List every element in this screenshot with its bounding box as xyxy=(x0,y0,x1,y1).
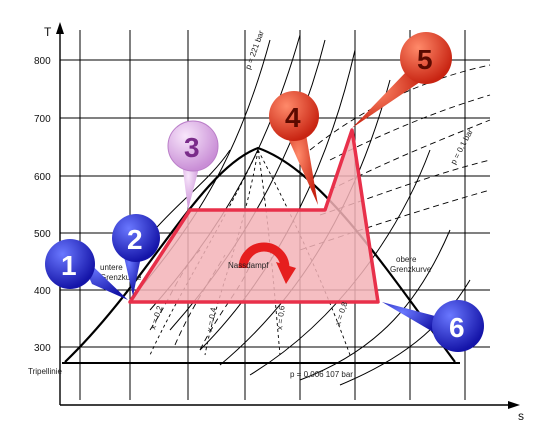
quality-06-label: x = 0,6 xyxy=(275,305,287,331)
upper-limit-label-2: Grenzkurve xyxy=(390,265,432,274)
rankine-cycle-area xyxy=(128,128,380,304)
callout-6: 6 xyxy=(382,300,484,352)
upper-limit-label-1: obere xyxy=(396,255,417,264)
callout-5-number: 5 xyxy=(417,44,433,75)
axes xyxy=(59,32,510,406)
y-tick-800: 800 xyxy=(34,56,51,67)
y-axis-label: T xyxy=(44,25,52,39)
callout-1: 1 xyxy=(45,239,128,300)
pressure-label: p = 0,006 107 bar xyxy=(290,370,353,379)
y-tick-400: 400 xyxy=(34,286,51,297)
callout-2-number: 2 xyxy=(127,224,143,255)
cycle-direction-icon xyxy=(238,242,296,284)
quality-02-label: x = 0,2 xyxy=(148,304,164,330)
callout-4-number: 4 xyxy=(285,102,301,133)
isochore-lines xyxy=(149,64,491,351)
callout-3-number: 3 xyxy=(184,132,200,163)
y-axis-arrow xyxy=(56,22,64,34)
callout-2: 2 xyxy=(112,214,160,296)
y-tick-500: 500 xyxy=(34,229,51,240)
lower-limit-label-2: Grenzkurve xyxy=(100,273,142,282)
x-axis-label: s xyxy=(518,409,524,423)
callout-6-number: 6 xyxy=(449,312,465,343)
quality-04-label: x = 0,4 xyxy=(205,306,218,332)
right-pressure-label: p = 0,1 bar xyxy=(449,127,475,165)
y-tick-300: 300 xyxy=(34,343,51,354)
callout-1-number: 1 xyxy=(61,250,77,281)
wet-steam-label: Nassdampf xyxy=(228,261,269,270)
callout-4: 4 xyxy=(269,91,319,205)
x-axis-arrow xyxy=(508,401,520,409)
lower-limit-label-1: untere xyxy=(100,263,123,272)
y-tick-labels: 800 700 600 500 400 300 xyxy=(34,56,51,354)
callout-5: 5 xyxy=(352,32,452,128)
callout-3: 3 xyxy=(167,120,219,210)
y-tick-700: 700 xyxy=(34,114,51,125)
triple-line-label: Tripellinie xyxy=(28,367,62,376)
y-tick-600: 600 xyxy=(34,172,51,183)
